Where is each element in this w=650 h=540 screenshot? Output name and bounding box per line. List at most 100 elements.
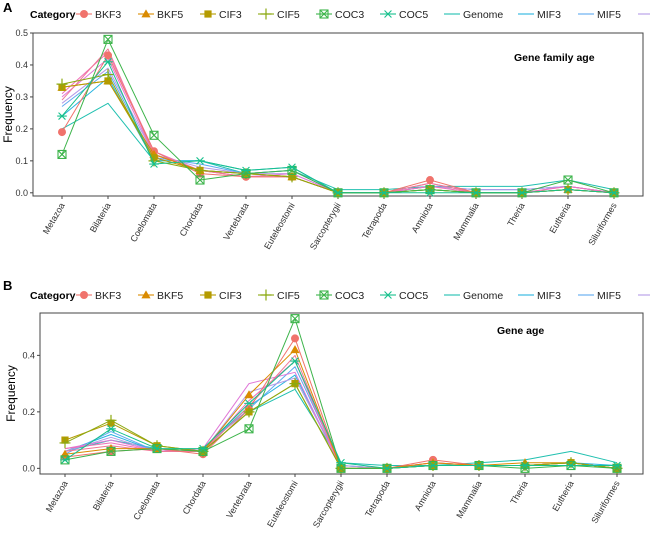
- legend-marker-cif5: [260, 289, 272, 301]
- x-tick-label-bilateria: Bilateria: [88, 201, 113, 234]
- x-tick-label-mammalia: Mammalia: [451, 201, 480, 242]
- legend-label-genome: Genome: [463, 9, 503, 21]
- legend-marker-coc3: [319, 9, 329, 19]
- data-point-coc5-euteleostomi: [290, 357, 300, 365]
- legend-item-bkf3: BKF3: [76, 290, 121, 302]
- x-tick-label-chordata: Chordata: [178, 201, 205, 238]
- x-tick-label-euteleostomi: Euteleostomi: [262, 201, 297, 251]
- legend-label-genome: Genome: [463, 290, 503, 302]
- data-point-coc3-bilateria: [103, 34, 113, 44]
- data-point-coc5-mammalia: [474, 461, 484, 470]
- data-point-coc3-chordata: [195, 175, 205, 185]
- legend-label-cif5: CIF5: [277, 290, 300, 302]
- data-point-bkf5-euteleostomi: [290, 345, 300, 354]
- data-point-cif5-bilateria: [105, 414, 117, 426]
- x-tick-label-tetrapoda: Tetrapoda: [363, 479, 392, 519]
- x-tick-label-amniota: Amniota: [410, 201, 435, 235]
- legend-item-mif5: MIF5: [578, 290, 621, 302]
- panel-a: A Category BKF3 BKF5 CIF3 CIF5 COC3 COC5 Genome M…: [1, 0, 650, 251]
- legend-item-tcf3: TCF3: [638, 294, 650, 296]
- legend-label-bkf3: BKF3: [95, 290, 121, 302]
- data-point-cif5-metazoa: [56, 78, 68, 90]
- panel-b: B Category BKF3 BKF5 CIF3 CIF5 COC3 COC5 Genome M…: [3, 278, 650, 529]
- x-tick-label-bilateria: Bilateria: [91, 479, 116, 512]
- data-point-coc5-sarcopterygii: [333, 188, 343, 197]
- legend-item-cif3: CIF3: [200, 290, 242, 302]
- data-point-bkf3-metazoa: [58, 128, 66, 137]
- data-point-coc3-metazoa: [57, 149, 67, 160]
- y-tick-label: 0.1: [15, 156, 28, 166]
- series-coc5: [57, 57, 619, 197]
- series-coc5: [60, 357, 622, 473]
- legend-item-cif5: CIF5: [258, 8, 300, 21]
- y-tick-label: 0.2: [15, 124, 28, 134]
- y-tick-label: 0.0: [22, 463, 35, 473]
- data-point-coc5-mammalia: [471, 188, 481, 197]
- x-tick-label-vertebrata: Vertebrata: [221, 201, 250, 242]
- legend-marker-coc3: [319, 290, 329, 300]
- data-point-coc5-bilateria: [106, 424, 116, 433]
- x-tick-label-tetrapoda: Tetrapoda: [360, 201, 389, 241]
- legend-label-mif3: MIF3: [537, 9, 561, 21]
- legend-label-cif5: CIF5: [277, 9, 300, 21]
- data-point-cif5-euteleostomi: [286, 171, 298, 183]
- x-tick-label-mammalia: Mammalia: [454, 479, 483, 520]
- legend-item-coc3: COC3: [316, 290, 364, 302]
- legend-marker-cif3: [204, 291, 212, 299]
- y-tick-label: 0.2: [22, 407, 35, 417]
- x-tick-label-amniota: Amniota: [413, 479, 438, 513]
- x-tick-label-theria: Theria: [508, 479, 529, 506]
- legend-marker-bkf5: [141, 9, 151, 18]
- x-tick-label-coelomata: Coelomata: [128, 201, 158, 244]
- legend-item-bkf5: BKF5: [138, 9, 183, 21]
- legend-marker-bkf3: [80, 10, 88, 18]
- legend-item-bkf3: BKF3: [76, 9, 121, 21]
- legend-marker-bkf3: [80, 291, 88, 299]
- legend-marker-bkf5: [141, 290, 151, 299]
- legend-label-cif3: CIF3: [219, 9, 242, 21]
- data-point-coc5-sarcopterygii: [336, 458, 346, 467]
- x-tick-label-metazoa: Metazoa: [44, 479, 70, 514]
- x-tick-label-eutheria: Eutheria: [547, 201, 572, 235]
- x-tick-label-euteleostomi: Euteleostomi: [265, 479, 300, 529]
- legend-marker-coc5: [383, 291, 393, 299]
- x-tick-label-chordata: Chordata: [181, 479, 208, 516]
- legend-label-bkf5: BKF5: [157, 9, 183, 21]
- legend-label-cif3: CIF3: [219, 290, 242, 302]
- data-point-coc3-bilateria: [106, 446, 116, 456]
- data-point-coc3-eutheria: [563, 175, 573, 185]
- data-point-bkf3-bilateria: [104, 51, 112, 60]
- data-point-coc5-tetrapoda: [382, 464, 392, 473]
- data-point-bkf3-euteleostomi: [291, 334, 299, 343]
- x-tick-label-sarcopterygii: Sarcopterygii: [311, 479, 346, 529]
- x-tick-label-sarcopterygii: Sarcopterygii: [308, 201, 343, 251]
- y-tick-label: 0.0: [15, 188, 28, 198]
- legend-title: Category: [30, 9, 76, 21]
- legend-label-coc5: COC5: [399, 9, 428, 21]
- y-tick-label: 0.4: [22, 350, 35, 360]
- data-point-coc5-theria: [520, 461, 530, 470]
- legend-item-genome: Genome: [444, 9, 503, 21]
- panel-letter: A: [3, 0, 13, 15]
- legend-marker-coc5: [383, 10, 393, 18]
- data-point-coc5-vertebrata: [241, 166, 251, 175]
- data-point-coc5-chordata: [195, 156, 205, 165]
- x-tick-label-siluriformes: Siluriformes: [586, 201, 619, 248]
- data-point-coc5-metazoa: [57, 112, 67, 120]
- y-tick-label: 0.5: [15, 28, 28, 38]
- legend-title: Category: [30, 290, 76, 302]
- data-point-cif5-euteleostomi: [289, 378, 301, 390]
- data-point-bkf3-amniota: [426, 176, 434, 185]
- data-point-coc5-euteleostomi: [287, 163, 297, 172]
- legend-label-mif5: MIF5: [597, 290, 621, 302]
- data-point-coc3-euteleostomi: [290, 314, 300, 324]
- legend-item-mif5: MIF5: [578, 9, 621, 21]
- data-point-cif5-metazoa: [59, 437, 71, 449]
- data-point-coc5-tetrapoda: [379, 188, 389, 197]
- data-point-cif5-vertebrata: [243, 406, 255, 418]
- x-tick-label-metazoa: Metazoa: [41, 201, 67, 236]
- legend-label-mif5: MIF5: [597, 9, 621, 21]
- data-point-coc5-eutheria: [566, 461, 576, 470]
- legend-label-coc3: COC3: [335, 9, 364, 21]
